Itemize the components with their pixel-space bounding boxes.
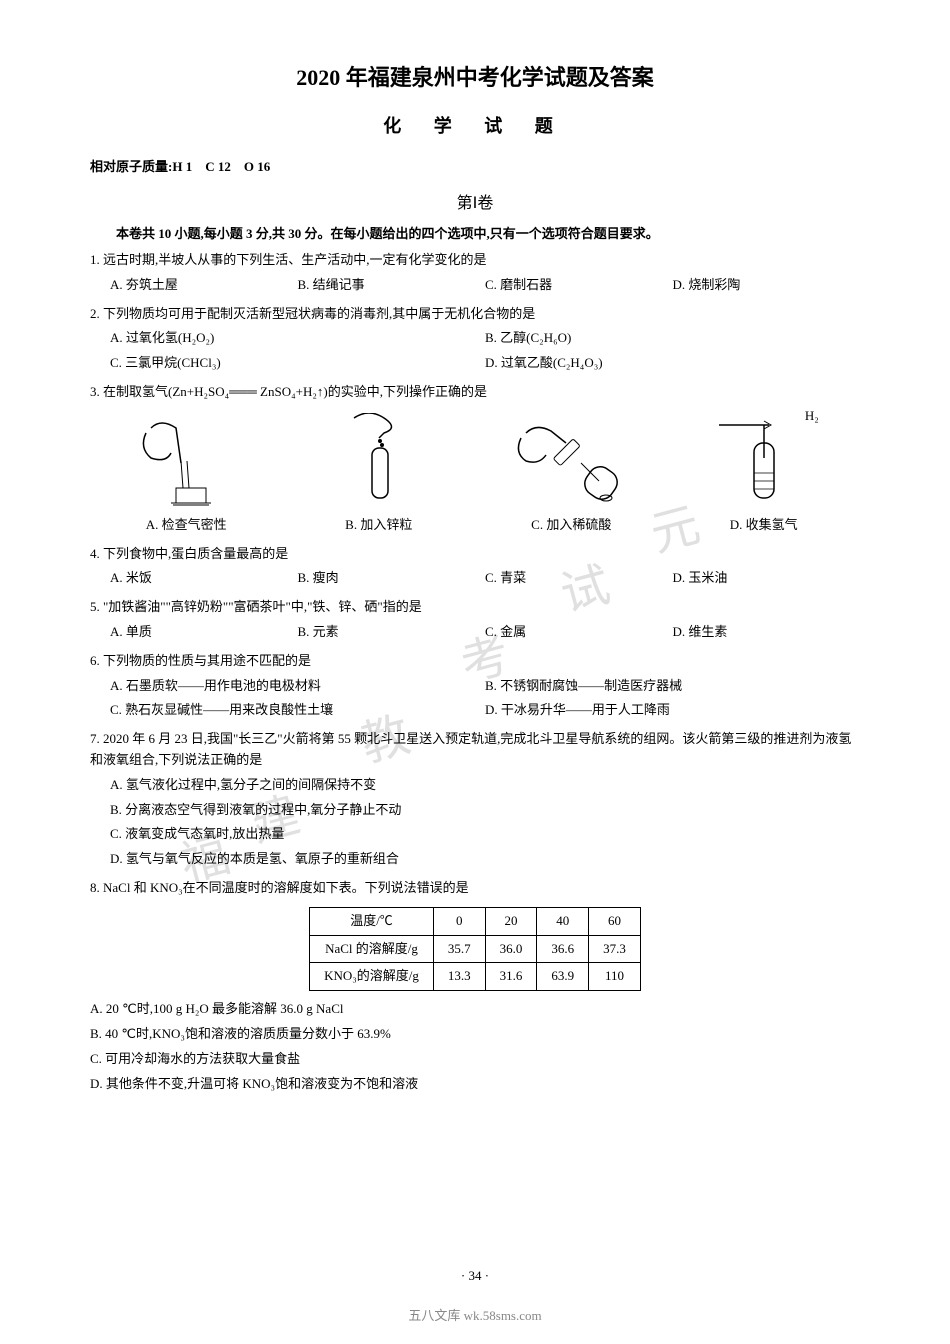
q8-opt-d: D. 其他条件不变,升温可将 KNO₃饱和溶液变为不饱和溶液 <box>90 1074 860 1095</box>
q2-opt-c: C. 三氯甲烷(CHCl₃) <box>110 353 485 374</box>
q7-text: 7. 2020 年 6 月 23 日,我国"长三乙"火箭将第 55 颗北斗卫星送… <box>90 729 860 771</box>
question-6: 6. 下列物质的性质与其用途不匹配的是 A. 石墨质软——用作电池的电极材料 B… <box>90 651 860 721</box>
q1-options: A. 夯筑土屋 B. 结绳记事 C. 磨制石器 D. 烧制彩陶 <box>90 275 860 296</box>
q8-text: 8. NaCl 和 KNO₃在不同温度时的溶解度如下表。下列说法错误的是 <box>90 878 860 899</box>
solubility-table: 温度/℃ 0 20 40 60 NaCl 的溶解度/g 35.7 36.0 36… <box>309 907 641 991</box>
q3-diagram-b <box>319 411 439 511</box>
q2-text: 2. 下列物质均可用于配制灭活新型冠状病毒的消毒剂,其中属于无机化合物的是 <box>90 304 860 325</box>
q4-opt-c: C. 青菜 <box>485 568 673 589</box>
question-1: 1. 远古时期,半坡人从事的下列生活、生产活动中,一定有化学变化的是 A. 夯筑… <box>90 250 860 296</box>
table-row: KNO₃的溶解度/g 13.3 31.6 63.9 110 <box>310 963 641 991</box>
q3-label-b: B. 加入锌粒 <box>345 515 412 536</box>
q1-opt-a: A. 夯筑土屋 <box>110 275 298 296</box>
section-title: 第Ⅰ卷 <box>90 189 860 213</box>
td-r1-3: 63.9 <box>537 963 589 991</box>
q1-opt-d: D. 烧制彩陶 <box>673 275 861 296</box>
table-row: NaCl 的溶解度/g 35.7 36.0 36.6 37.3 <box>310 935 641 963</box>
q2-opt-b: B. 乙醇(C₂H₆O) <box>485 328 860 349</box>
q3-label-a: A. 检查气密性 <box>146 515 227 536</box>
q5-opt-d: D. 维生素 <box>673 622 861 643</box>
q7-opt-a: A. 氢气液化过程中,氢分子之间的间隔保持不变 <box>110 775 860 796</box>
th-1: 0 <box>433 907 485 935</box>
q5-text: 5. "加铁酱油""高锌奶粉""富硒茶叶"中,"铁、锌、硒"指的是 <box>90 597 860 618</box>
question-4: 4. 下列食物中,蛋白质含量最高的是 A. 米饭 B. 瘦肉 C. 青菜 D. … <box>90 544 860 590</box>
page-number: · 34 · <box>461 1268 489 1284</box>
q3-text: 3. 在制取氢气(Zn+H₂SO₄═══ ZnSO₄+H₂↑)的实验中,下列操作… <box>90 382 860 403</box>
q3-h2-label: H₂ <box>805 406 819 427</box>
q7-opt-b: B. 分离液态空气得到液氧的过程中,氧分子静止不动 <box>110 800 860 821</box>
q5-opt-a: A. 单质 <box>110 622 298 643</box>
q7-opt-c: C. 液氧变成气态氧时,放出热量 <box>110 824 860 845</box>
q1-opt-b: B. 结绳记事 <box>298 275 486 296</box>
q3-diagram-c <box>511 411 631 511</box>
q3-img-b: B. 加入锌粒 <box>319 411 439 536</box>
subject-title: 化 学 试 题 <box>90 112 860 138</box>
question-3: 3. 在制取氢气(Zn+H₂SO₄═══ ZnSO₄+H₂↑)的实验中,下列操作… <box>90 382 860 536</box>
q6-opt-c: C. 熟石灰显碱性——用来改良酸性土壤 <box>110 700 485 721</box>
q2-options: A. 过氧化氢(H₂O₂) B. 乙醇(C₂H₆O) C. 三氯甲烷(CHCl₃… <box>90 328 860 374</box>
q8-options: A. 20 ℃时,100 g H₂O 最多能溶解 36.0 g NaCl B. … <box>90 999 860 1094</box>
th-0: 温度/℃ <box>310 907 434 935</box>
th-2: 20 <box>485 907 537 935</box>
td-r0-3: 36.6 <box>537 935 589 963</box>
q5-opt-c: C. 金属 <box>485 622 673 643</box>
q7-options: A. 氢气液化过程中,氢分子之间的间隔保持不变 B. 分离液态空气得到液氧的过程… <box>90 775 860 870</box>
q4-opt-b: B. 瘦肉 <box>298 568 486 589</box>
q3-img-d: H₂ D. 收集氢气 <box>704 411 824 536</box>
q6-options: A. 石墨质软——用作电池的电极材料 B. 不锈钢耐腐蚀——制造医疗器械 C. … <box>90 676 860 722</box>
q3-diagram-a <box>126 411 246 511</box>
atomic-mass: 相对原子质量:H 1 C 12 O 16 <box>90 156 860 175</box>
td-r0-0: NaCl 的溶解度/g <box>310 935 434 963</box>
q3-label-d: D. 收集氢气 <box>730 515 798 536</box>
q4-options: A. 米饭 B. 瘦肉 C. 青菜 D. 玉米油 <box>90 568 860 589</box>
q4-opt-d: D. 玉米油 <box>673 568 861 589</box>
q6-opt-b: B. 不锈钢耐腐蚀——制造医疗器械 <box>485 676 860 697</box>
q4-text: 4. 下列食物中,蛋白质含量最高的是 <box>90 544 860 565</box>
td-r1-4: 110 <box>589 963 641 991</box>
q2-opt-a: A. 过氧化氢(H₂O₂) <box>110 328 485 349</box>
instructions: 本卷共 10 小题,每小题 3 分,共 30 分。在每小题给出的四个选项中,只有… <box>90 223 860 242</box>
question-2: 2. 下列物质均可用于配制灭活新型冠状病毒的消毒剂,其中属于无机化合物的是 A.… <box>90 304 860 374</box>
q6-opt-d: D. 干冰易升华——用于人工降雨 <box>485 700 860 721</box>
q5-opt-b: B. 元素 <box>298 622 486 643</box>
q8-opt-c: C. 可用冷却海水的方法获取大量食盐 <box>90 1049 860 1070</box>
q1-opt-c: C. 磨制石器 <box>485 275 673 296</box>
q2-opt-d: D. 过氧乙酸(C₂H₄O₃) <box>485 353 860 374</box>
td-r1-0: KNO₃的溶解度/g <box>310 963 434 991</box>
footer: 五八文库 wk.58sms.com <box>408 1305 541 1324</box>
q7-opt-d: D. 氢气与氧气反应的本质是氢、氧原子的重新组合 <box>110 849 860 870</box>
question-5: 5. "加铁酱油""高锌奶粉""富硒茶叶"中,"铁、锌、硒"指的是 A. 单质 … <box>90 597 860 643</box>
td-r0-4: 37.3 <box>589 935 641 963</box>
main-title: 2020 年福建泉州中考化学试题及答案 <box>90 60 860 92</box>
question-7: 7. 2020 年 6 月 23 日,我国"长三乙"火箭将第 55 颗北斗卫星送… <box>90 729 860 870</box>
td-r0-1: 35.7 <box>433 935 485 963</box>
q3-label-c: C. 加入稀硫酸 <box>531 515 611 536</box>
q1-text: 1. 远古时期,半坡人从事的下列生活、生产活动中,一定有化学变化的是 <box>90 250 860 271</box>
q6-text: 6. 下列物质的性质与其用途不匹配的是 <box>90 651 860 672</box>
q8-opt-a: A. 20 ℃时,100 g H₂O 最多能溶解 36.0 g NaCl <box>90 999 860 1020</box>
question-8: 8. NaCl 和 KNO₃在不同温度时的溶解度如下表。下列说法错误的是 温度/… <box>90 878 860 1094</box>
th-3: 40 <box>537 907 589 935</box>
q3-img-c: C. 加入稀硫酸 <box>511 411 631 536</box>
th-4: 60 <box>589 907 641 935</box>
td-r1-2: 31.6 <box>485 963 537 991</box>
q3-image-options: A. 检查气密性 B. 加入锌粒 <box>90 411 860 536</box>
q6-opt-a: A. 石墨质软——用作电池的电极材料 <box>110 676 485 697</box>
q5-options: A. 单质 B. 元素 C. 金属 D. 维生素 <box>90 622 860 643</box>
q8-opt-b: B. 40 ℃时,KNO₃饱和溶液的溶质质量分数小于 63.9% <box>90 1024 860 1045</box>
td-r0-2: 36.0 <box>485 935 537 963</box>
q4-opt-a: A. 米饭 <box>110 568 298 589</box>
q3-img-a: A. 检查气密性 <box>126 411 246 536</box>
table-header-row: 温度/℃ 0 20 40 60 <box>310 907 641 935</box>
td-r1-1: 13.3 <box>433 963 485 991</box>
